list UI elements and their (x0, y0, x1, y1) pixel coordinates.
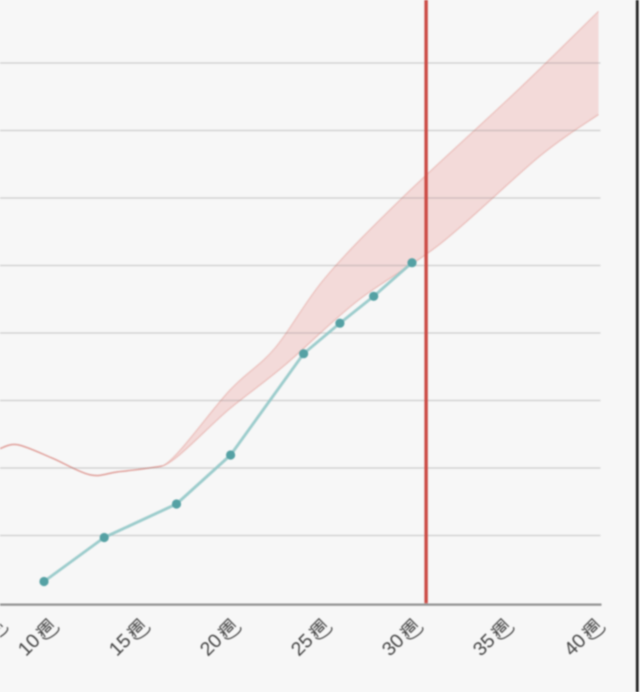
svg-text:35: 35 (469, 630, 500, 661)
svg-text:30: 30 (378, 630, 409, 661)
svg-text:10: 10 (14, 630, 45, 661)
svg-text:15: 15 (105, 630, 136, 661)
svg-text:40: 40 (560, 630, 591, 661)
svg-text:20: 20 (196, 630, 227, 661)
svg-text:25: 25 (287, 630, 318, 661)
